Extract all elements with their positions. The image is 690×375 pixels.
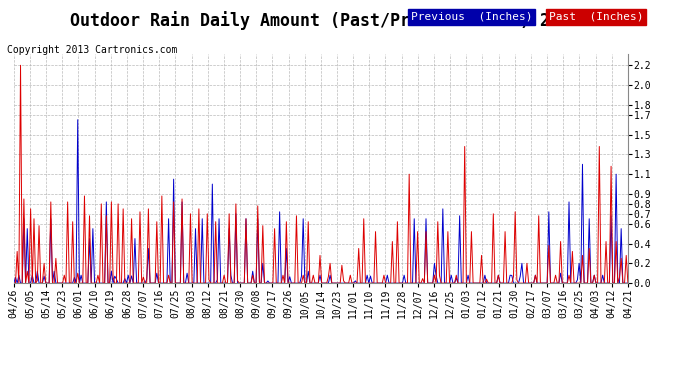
Text: Previous  (Inches): Previous (Inches) <box>411 12 532 22</box>
Text: Copyright 2013 Cartronics.com: Copyright 2013 Cartronics.com <box>7 45 177 55</box>
Text: Outdoor Rain Daily Amount (Past/Previous Year) 20130426: Outdoor Rain Daily Amount (Past/Previous… <box>70 11 620 30</box>
Text: Past  (Inches): Past (Inches) <box>549 12 643 22</box>
